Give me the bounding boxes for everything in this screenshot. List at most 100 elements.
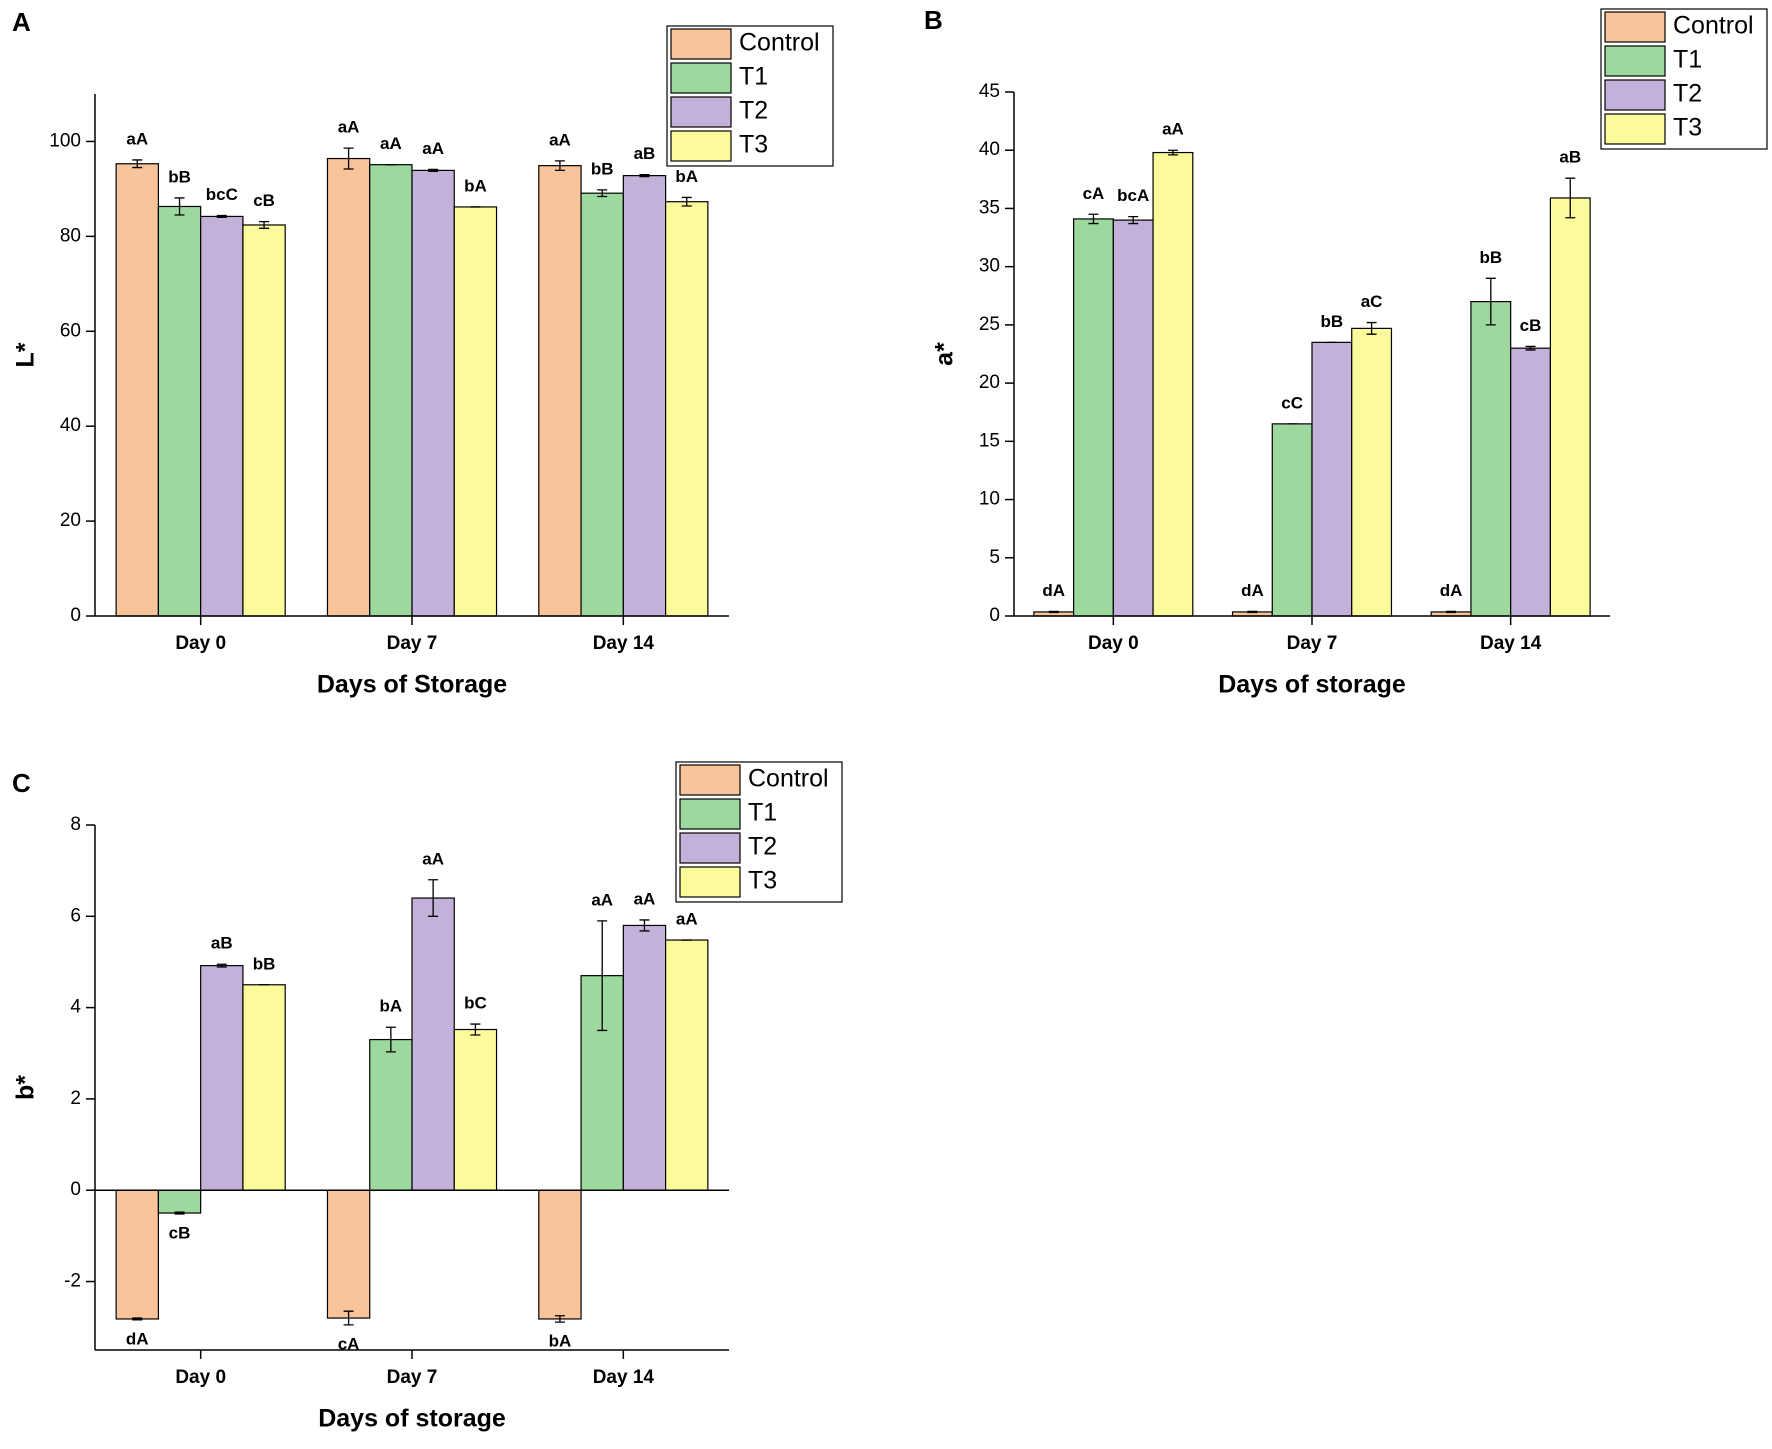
error-bar	[1565, 177, 1576, 219]
legend-label: T3	[748, 867, 777, 895]
bar	[242, 984, 286, 1191]
bar	[453, 1028, 498, 1191]
error-bar	[174, 1211, 185, 1215]
legend-label: T3	[739, 131, 768, 159]
significance-label: dA	[1241, 581, 1264, 600]
error-bar	[216, 214, 227, 219]
y-tick-label: 15	[979, 430, 1000, 451]
bar	[411, 897, 455, 1191]
bar	[115, 1189, 159, 1320]
significance-label: bA	[464, 176, 487, 195]
x-tick-label: Day 0	[1088, 633, 1139, 654]
error-bar	[1525, 345, 1536, 351]
error-bar	[1088, 213, 1099, 225]
y-tick-label: 20	[979, 372, 1000, 393]
significance-label: aA	[422, 139, 444, 158]
y-tick-label: -2	[64, 1271, 81, 1292]
bar	[326, 1189, 371, 1319]
significance-label: aA	[676, 910, 698, 929]
bar	[157, 1189, 202, 1214]
bar	[1351, 327, 1393, 617]
error-bar	[1485, 277, 1496, 326]
error-bar	[1128, 215, 1139, 225]
error-bar	[554, 1315, 565, 1323]
significance-label: dA	[1440, 581, 1463, 600]
significance-label: bB	[168, 167, 191, 186]
bar	[200, 965, 244, 1191]
legend-label: Control	[739, 29, 820, 57]
x-tick-label: Day 14	[593, 1367, 655, 1388]
error-bar	[639, 919, 650, 932]
bar	[622, 924, 667, 1191]
error-bar	[428, 168, 439, 173]
legend-label: Control	[1673, 12, 1754, 40]
y-tick-label: 8	[70, 814, 81, 835]
x-tick-label: Day 14	[593, 633, 655, 654]
significance-label: aC	[1361, 292, 1383, 311]
legend-label: T3	[1673, 114, 1702, 142]
y-tick-label: 40	[979, 139, 1000, 160]
error-bar	[1247, 610, 1258, 614]
legend-swatch	[1604, 45, 1666, 77]
bar	[242, 224, 286, 617]
legend-label: T1	[748, 799, 777, 827]
bar	[369, 164, 413, 617]
legend-swatch	[670, 28, 732, 60]
y-tick-label: 100	[49, 130, 81, 151]
error-bar	[174, 197, 185, 216]
significance-label: bA	[380, 997, 403, 1016]
y-tick-label: 0	[70, 605, 81, 626]
legend-swatch	[679, 866, 741, 898]
legend-swatch	[1604, 79, 1666, 111]
error-bar	[343, 147, 354, 170]
x-axis-label: Days of Storage	[317, 671, 507, 699]
bar	[538, 165, 582, 617]
error-bar	[216, 963, 227, 968]
significance-label: cB	[253, 191, 275, 210]
significance-label: aA	[549, 130, 571, 149]
error-bar	[597, 920, 608, 1032]
panel-label: C	[12, 768, 31, 798]
error-bar	[1366, 321, 1377, 335]
bar	[1152, 151, 1194, 617]
panel-label: B	[924, 5, 943, 35]
significance-label: aA	[1162, 120, 1184, 139]
significance-label: aB	[634, 144, 656, 163]
legend-label: Control	[748, 765, 829, 793]
bar	[1271, 423, 1313, 617]
y-tick-label: 20	[60, 510, 81, 531]
significance-label: bB	[1479, 248, 1502, 267]
bar	[157, 205, 202, 617]
error-bar	[132, 159, 143, 169]
y-tick-label: 60	[60, 320, 81, 341]
x-tick-label: Day 7	[387, 1367, 438, 1388]
significance-label: aA	[380, 134, 402, 153]
bar	[1549, 197, 1591, 617]
y-tick-label: 30	[979, 256, 1000, 277]
significance-label: bA	[549, 1332, 572, 1351]
bar	[411, 169, 455, 617]
legend-label: T1	[1673, 46, 1702, 74]
y-axis-label: L*	[12, 342, 40, 367]
significance-label: aA	[591, 890, 613, 909]
error-bar	[639, 174, 650, 178]
error-bar	[470, 1023, 481, 1036]
x-tick-label: Day 0	[175, 633, 226, 654]
y-tick-label: 2	[70, 1088, 81, 1109]
error-bar	[1167, 149, 1178, 156]
error-bar	[428, 879, 439, 917]
significance-label: bB	[1321, 312, 1344, 331]
significance-label: aA	[422, 849, 444, 868]
bar	[580, 192, 624, 617]
error-bar	[385, 1026, 396, 1053]
bar	[200, 215, 244, 617]
legend-swatch	[670, 130, 732, 162]
y-tick-label: 40	[60, 415, 81, 436]
legend-label: T2	[739, 97, 768, 125]
bar	[1112, 219, 1154, 617]
panel-label: A	[12, 7, 31, 37]
significance-label: cA	[1083, 184, 1105, 203]
bar	[664, 939, 709, 1191]
significance-label: bcC	[206, 185, 238, 204]
